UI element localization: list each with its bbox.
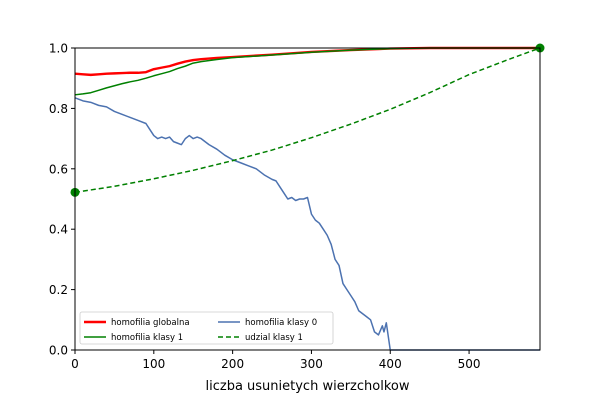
legend-label-udzial-klasy-1: udzial klasy 1	[245, 333, 303, 343]
x-tick-label: 400	[379, 357, 402, 371]
series-line-homofilia-klasy-1	[74, 47, 540, 96]
y-tick-label: 0.6	[49, 162, 68, 176]
y-tick-label: 0.4	[49, 223, 68, 237]
x-tick-label: 500	[458, 357, 481, 371]
y-tick-label: 0.8	[49, 102, 68, 116]
legend: homofilia globalna homofilia klasy 1 homof…	[79, 311, 334, 345]
y-tick-label: 1.0	[49, 42, 68, 56]
x-tick-label: 100	[142, 357, 165, 371]
x-axis-ticks: 0 100 200 300 400 500	[71, 350, 481, 371]
x-tick-label: 300	[300, 357, 323, 371]
series-line-udzial-klasy-1	[74, 47, 541, 194]
legend-label-homofilia-globalna: homofilia globalna	[111, 318, 190, 328]
x-axis-label: liczba usunietych wierzcholkow	[206, 379, 410, 394]
plot-frame	[74, 47, 541, 351]
y-tick-label: 0.2	[49, 283, 68, 297]
y-axis-ticks: 0.0 0.2 0.4 0.6 0.8 1.0	[49, 42, 75, 358]
legend-frame	[79, 311, 334, 345]
legend-label-homofilia-klasy-0: homofilia klasy 0	[245, 318, 317, 328]
marker-layer	[70, 43, 545, 197]
plot-lines	[74, 46, 541, 351]
series-line-homofilia-klasy-0	[74, 97, 540, 351]
x-tick-label: 0	[71, 357, 79, 371]
x-tick-label: 200	[221, 357, 244, 371]
y-tick-label: 0.0	[49, 344, 68, 358]
legend-label-homofilia-klasy-1: homofilia klasy 1	[111, 333, 183, 343]
